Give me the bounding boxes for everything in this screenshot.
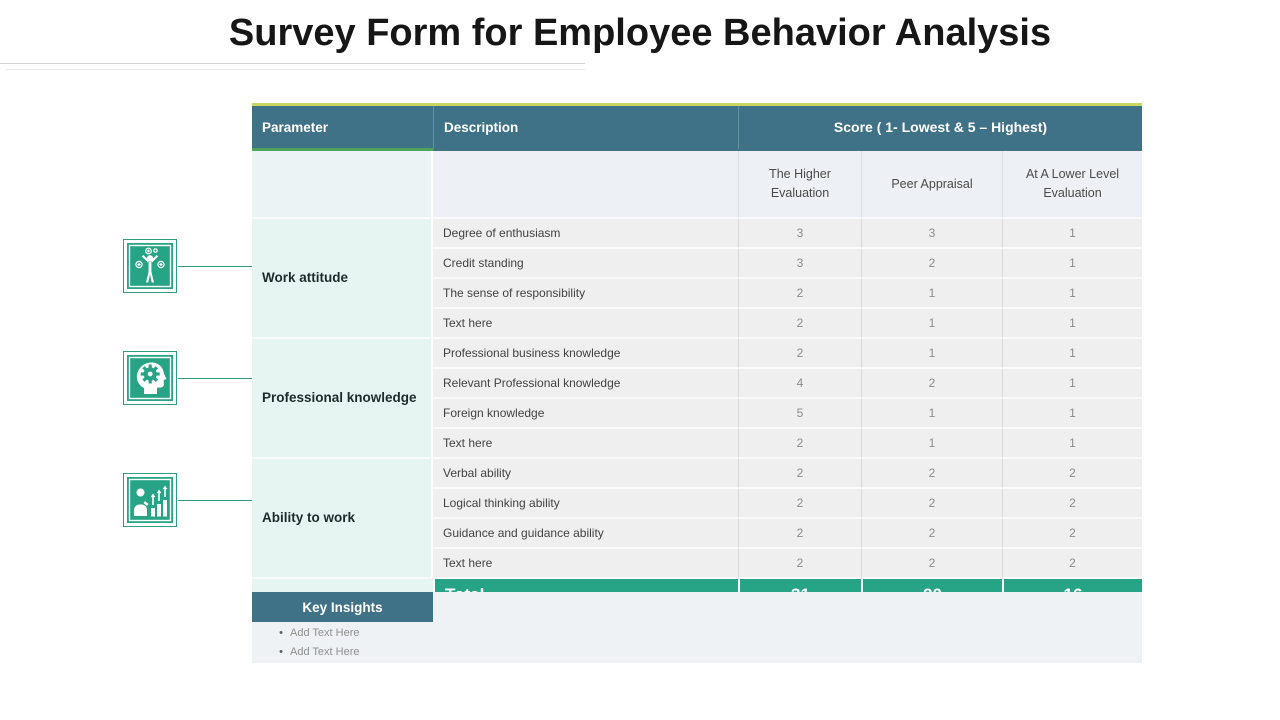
title-underline xyxy=(0,63,585,64)
celebrating-person-icon xyxy=(123,239,177,293)
parameter-cell: Work attitude xyxy=(252,219,433,339)
person-growth-chart-icon xyxy=(123,473,177,527)
score-column-header: The Higher Evaluation xyxy=(738,151,861,219)
head-gear-icon xyxy=(123,351,177,405)
score-cell: 2 xyxy=(738,429,861,459)
connector-line xyxy=(178,378,252,379)
table-row: Logical thinking ability 2 2 2 xyxy=(252,489,1142,519)
score-cell: 2 xyxy=(738,489,861,519)
score-cell: 2 xyxy=(861,249,1002,279)
subheader-description-spacer xyxy=(433,151,738,219)
description-cell: Degree of enthusiasm xyxy=(433,219,738,249)
score-cell: 2 xyxy=(1002,549,1142,579)
score-cell: 4 xyxy=(738,369,861,399)
title-underline-secondary xyxy=(6,69,585,70)
table-row: Text here 2 1 1 xyxy=(252,309,1142,339)
score-cell: 2 xyxy=(861,519,1002,549)
score-cell: 1 xyxy=(1002,429,1142,459)
survey-table-container: Parameter Description Score ( 1- Lowest … xyxy=(252,103,1142,611)
bullet-text: Add Text Here xyxy=(290,627,360,639)
score-cell: 2 xyxy=(738,519,861,549)
score-cell: 5 xyxy=(738,399,861,429)
table-row: Ability to work Verbal ability 2 2 2 xyxy=(252,459,1142,579)
score-cell: 1 xyxy=(1002,249,1142,279)
table-row: Text here 2 2 2 xyxy=(252,549,1142,579)
key-insights-list: • Add Text Here • Add Text Here xyxy=(252,627,1142,665)
list-item: • Add Text Here xyxy=(252,646,1142,665)
score-cell: 1 xyxy=(1002,339,1142,369)
description-cell: Credit standing xyxy=(433,249,738,279)
score-cell: 2 xyxy=(861,369,1002,399)
score-cell: 2 xyxy=(1002,489,1142,519)
score-cell: 1 xyxy=(861,309,1002,339)
bullet-icon: • xyxy=(279,627,283,639)
score-cell: 2 xyxy=(738,549,861,579)
score-cell: 3 xyxy=(861,219,1002,249)
score-cell: 1 xyxy=(861,339,1002,369)
score-cell: 1 xyxy=(1002,279,1142,309)
score-cell: 2 xyxy=(738,339,861,369)
header-row: Parameter Description Score ( 1- Lowest … xyxy=(252,106,1142,151)
description-cell: Relevant Professional knowledge xyxy=(433,369,738,399)
subheader-parameter-spacer xyxy=(252,151,433,219)
table-row: Foreign knowledge 5 1 1 xyxy=(252,399,1142,429)
description-cell: Foreign knowledge xyxy=(433,399,738,429)
score-cell: 2 xyxy=(738,279,861,309)
table-row: Text here 2 1 1 xyxy=(252,429,1142,459)
connector-line xyxy=(178,266,252,267)
table-row: Credit standing 3 2 1 xyxy=(252,249,1142,279)
description-column-header: Description xyxy=(433,106,738,151)
description-cell: Verbal ability xyxy=(433,459,738,489)
table-row: Professional knowledge Professional busi… xyxy=(252,339,1142,459)
score-cell: 2 xyxy=(861,459,1002,489)
key-insights-panel: Key Insights • Add Text Here • Add Text … xyxy=(252,592,1142,663)
description-cell: Logical thinking ability xyxy=(433,489,738,519)
score-column-header: Peer Appraisal xyxy=(861,151,1002,219)
parameter-cell: Ability to work xyxy=(252,459,433,579)
table-row: Relevant Professional knowledge 4 2 1 xyxy=(252,369,1142,399)
score-cell: 2 xyxy=(1002,519,1142,549)
description-cell: Text here xyxy=(433,429,738,459)
score-cell: 3 xyxy=(738,219,861,249)
score-cell: 1 xyxy=(1002,309,1142,339)
description-cell: Text here xyxy=(433,309,738,339)
score-group-header: Score ( 1- Lowest & 5 – Highest) xyxy=(738,106,1142,151)
score-cell: 2 xyxy=(738,459,861,489)
parameter-column-header: Parameter xyxy=(252,106,433,151)
score-cell: 1 xyxy=(861,279,1002,309)
key-insights-title: Key Insights xyxy=(252,592,433,622)
score-cell: 2 xyxy=(861,549,1002,579)
score-cell: 1 xyxy=(1002,369,1142,399)
description-cell: Professional business knowledge xyxy=(433,339,738,369)
page-title: Survey Form for Employee Behavior Analys… xyxy=(228,12,1052,54)
score-cell: 1 xyxy=(1002,399,1142,429)
score-cell: 2 xyxy=(1002,459,1142,489)
subheader-row: The Higher Evaluation Peer Appraisal At … xyxy=(252,151,1142,219)
description-cell: Guidance and guidance ability xyxy=(433,519,738,549)
table-row: The sense of responsibility 2 1 1 xyxy=(252,279,1142,309)
table-row: Guidance and guidance ability 2 2 2 xyxy=(252,519,1142,549)
bullet-text: Add Text Here xyxy=(290,646,360,658)
score-cell: 1 xyxy=(861,429,1002,459)
score-cell: 1 xyxy=(1002,219,1142,249)
description-cell: Text here xyxy=(433,549,738,579)
score-column-header: At A Lower Level Evaluation xyxy=(1002,151,1142,219)
description-cell: The sense of responsibility xyxy=(433,279,738,309)
list-item: • Add Text Here xyxy=(252,627,1142,646)
table-row: Work attitude Degree of enthusiasm 3 3 1 xyxy=(252,219,1142,339)
score-cell: 2 xyxy=(738,309,861,339)
parameter-cell: Professional knowledge xyxy=(252,339,433,459)
score-cell: 1 xyxy=(861,399,1002,429)
connector-line xyxy=(178,500,252,501)
score-cell: 3 xyxy=(738,249,861,279)
survey-table: Parameter Description Score ( 1- Lowest … xyxy=(252,103,1142,611)
bullet-icon: • xyxy=(279,646,283,658)
score-cell: 2 xyxy=(861,489,1002,519)
